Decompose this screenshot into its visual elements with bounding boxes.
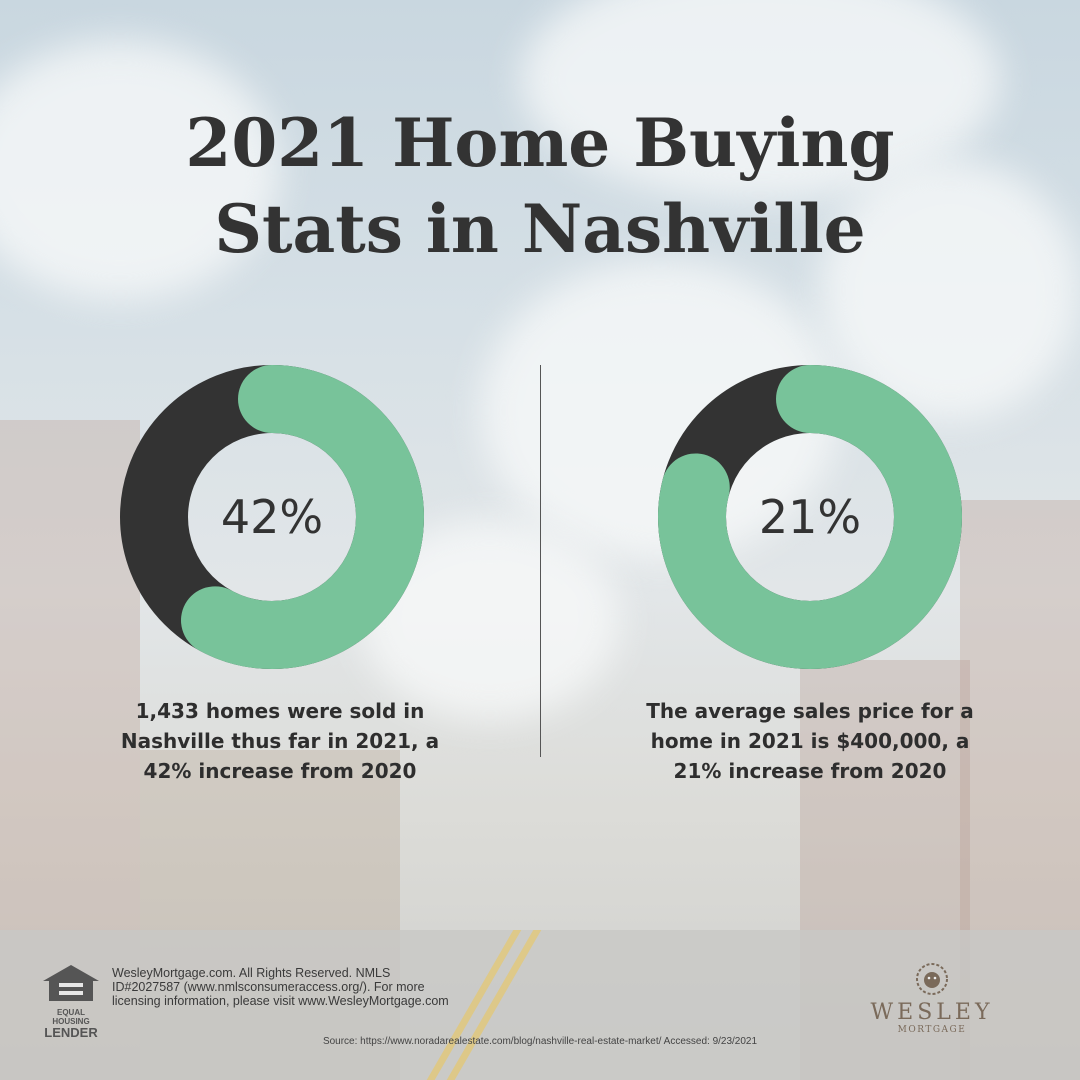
logo-name: WESLEY xyxy=(870,1000,994,1025)
donut-chart-svg xyxy=(120,365,424,669)
wesley-mortgage-logo: WESLEY MORTGAGE xyxy=(862,962,1002,1036)
donut-value-arc xyxy=(120,365,424,669)
donut-value-arc xyxy=(658,365,962,669)
donut-chart-homes-sold: 42% xyxy=(117,362,427,672)
caption-sales-price: The average sales price for a home in 20… xyxy=(646,699,974,783)
page-title: 2021 Home Buying Stats in Nashville xyxy=(0,100,1080,272)
equal-housing-lender-badge: EQUAL HOUSING LENDER xyxy=(40,963,102,1039)
title-line-2: Stats in Nashville xyxy=(214,190,866,268)
source-citation: Source: https://www.noradarealestate.com… xyxy=(322,1036,758,1047)
logo-subtitle: MORTGAGE xyxy=(897,1025,967,1035)
divider-line xyxy=(540,365,541,757)
ehl-label-line1: EQUAL HOUSING xyxy=(52,1008,90,1026)
equal-housing-house-icon xyxy=(43,965,99,1001)
lion-head-icon xyxy=(916,963,948,995)
legal-disclaimer: WesleyMortgage.com. All Rights Reserved.… xyxy=(112,966,449,1008)
donut-chart-sales-price: 21% xyxy=(655,362,965,672)
donut-chart-svg xyxy=(658,365,962,669)
ehl-label-line2: LENDER xyxy=(44,1025,98,1040)
donut-center-label: 21% xyxy=(758,490,862,544)
donut-center-label: 42% xyxy=(220,490,324,544)
caption-homes-sold: 1,433 homes were sold in Nashville thus … xyxy=(120,699,440,783)
title-line-1: 2021 Home Buying xyxy=(185,104,895,182)
